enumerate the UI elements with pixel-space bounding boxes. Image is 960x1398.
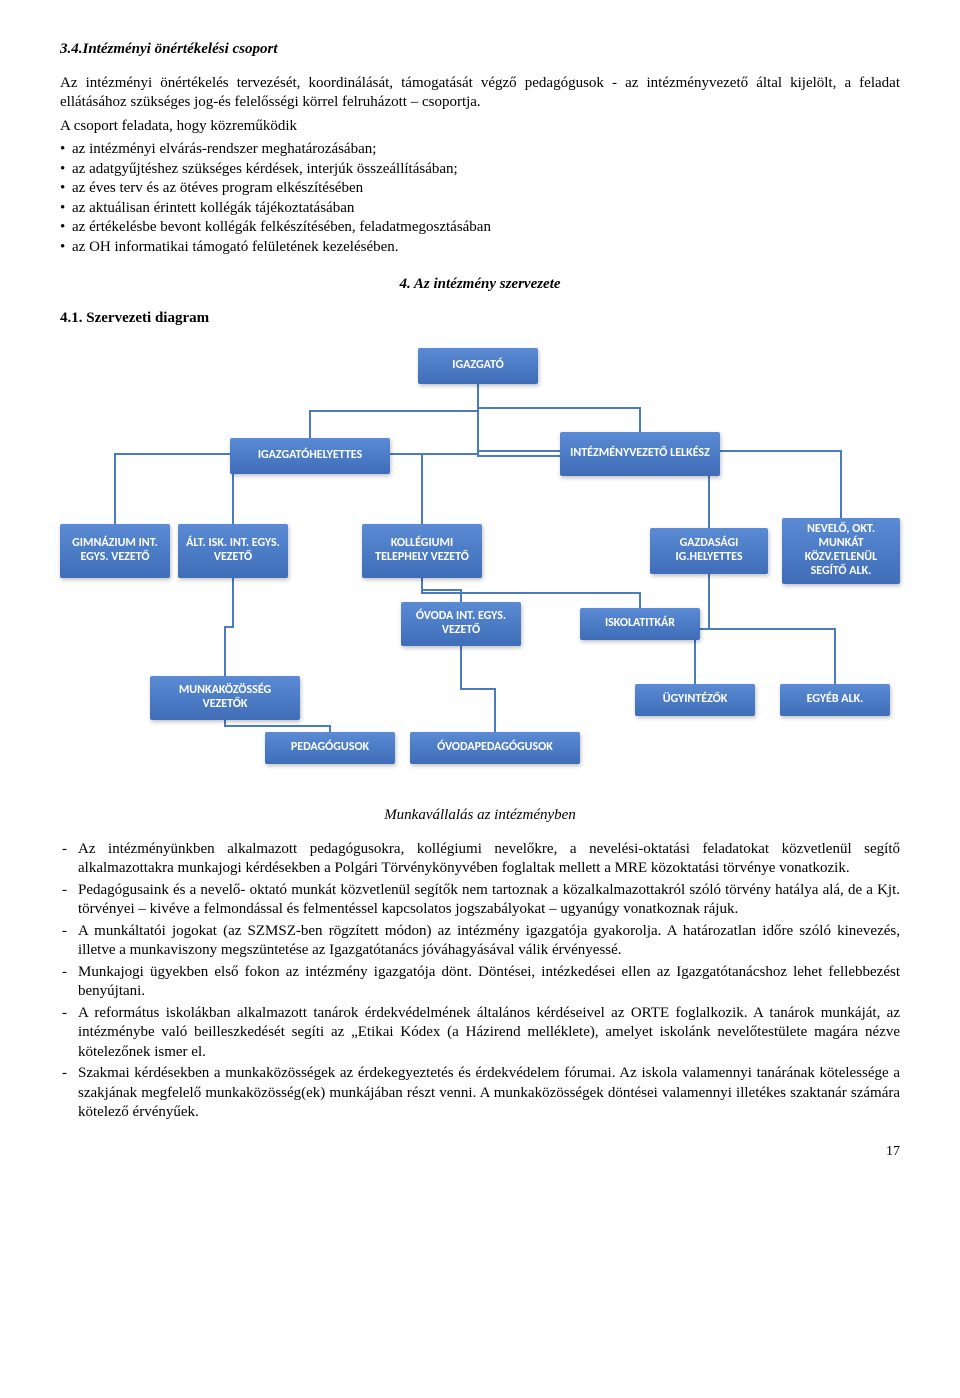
munkav-item: Szakmai kérdésekben a munkaközösségek az… (60, 1064, 900, 1123)
org-node-mkv: MUNKAKÖZÖSSÉG VEZETŐK (150, 676, 300, 720)
duty-item: az intézményi elvárás-rendszer meghatáro… (60, 140, 900, 160)
org-node-igazgato: IGAZGATÓ (418, 348, 538, 384)
munkavallalas-title: Munkavállalás az intézményben (60, 806, 900, 826)
munkav-item: A munkáltatói jogokat (az SZMSZ-ben rögz… (60, 922, 900, 961)
org-node-egyeb: EGYÉB ALK. (780, 684, 890, 716)
duties-list: az intézményi elvárás-rendszer meghatáro… (60, 140, 900, 257)
org-node-nok: NEVELŐ, OKT. MUNKÁT KÖZV.ETLENÜL SEGÍTŐ … (782, 518, 900, 584)
chapter-4-title: 4. Az intézmény szervezete (60, 275, 900, 295)
duty-item: az értékelésbe bevont kollégák felkészít… (60, 218, 900, 238)
org-node-titkar: ISKOLATITKÁR (580, 608, 700, 640)
org-node-igh: IGAZGATÓHELYETTES (230, 438, 390, 474)
duty-item: az adatgyűjtéshez szükséges kérdések, in… (60, 160, 900, 180)
section-41-heading: 4.1. Szervezeti diagram (60, 309, 900, 329)
org-node-ovoda: ÓVODA INT. EGYS. VEZETŐ (401, 602, 521, 646)
munkavallalas-list: Az intézményünkben alkalmazott pedagógus… (60, 840, 900, 1123)
munkav-item: Pedagógusaink és a nevelő- oktató munkát… (60, 881, 900, 920)
page-number: 17 (60, 1143, 900, 1161)
org-node-lelkesz: INTÉZMÉNYVEZETŐ LELKÉSZ (560, 432, 720, 476)
org-chart: IGAZGATÓ IGAZGATÓHELYETTES INTÉZMÉNYVEZETŐ… (60, 348, 900, 778)
munkav-item: A református iskolákban alkalmazott taná… (60, 1004, 900, 1063)
org-node-altisk: ÁLT. ISK. INT. EGYS. VEZETŐ (178, 524, 288, 578)
org-node-koll: KOLLÉGIUMI TELEPHELY VEZETŐ (362, 524, 482, 578)
org-node-oped: ÓVODAPEDAGÓGUSOK (410, 732, 580, 764)
duty-item: az aktuálisan érintett kollégák tájékozt… (60, 199, 900, 219)
duty-item: az OH informatikai támogató felületének … (60, 238, 900, 258)
org-node-gazd: GAZDASÁGI IG.HELYETTES (650, 528, 768, 574)
org-node-ugy: ÜGYINTÉZŐK (635, 684, 755, 716)
org-node-gimn: GIMNÁZIUM INT. EGYS. VEZETŐ (60, 524, 170, 578)
p-intro-1: Az intézményi önértékelés tervezését, ko… (60, 74, 900, 113)
munkav-item: Munkajogi ügyekben első fokon az intézmé… (60, 963, 900, 1002)
p-intro-2: A csoport feladata, hogy közreműködik (60, 117, 900, 137)
munkav-item: Az intézményünkben alkalmazott pedagógus… (60, 840, 900, 879)
duty-item: az éves terv és az ötéves program elkész… (60, 179, 900, 199)
section-34-heading: 3.4.Intézményi önértékelési csoport (60, 40, 900, 60)
org-node-ped: PEDAGÓGUSOK (265, 732, 395, 764)
